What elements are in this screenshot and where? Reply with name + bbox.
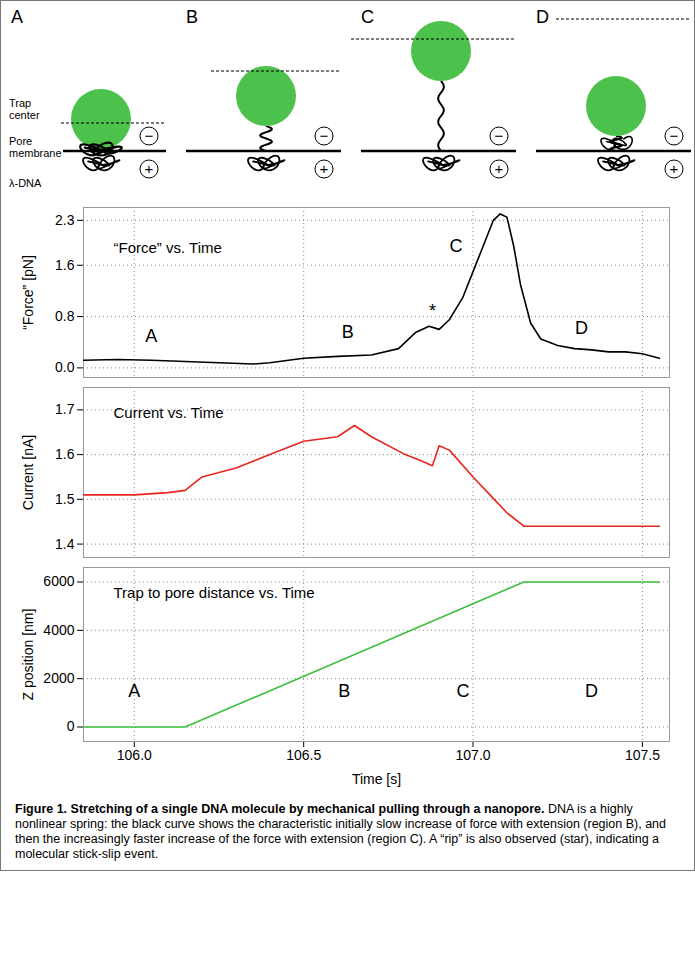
svg-text:Trap to pore distance vs. Time: Trap to pore distance vs. Time bbox=[114, 584, 315, 601]
svg-text:1.7: 1.7 bbox=[55, 401, 75, 417]
svg-text:Trapcenter: Trapcenter bbox=[9, 97, 40, 121]
svg-text:Time [s]: Time [s] bbox=[352, 771, 401, 787]
svg-text:107.0: 107.0 bbox=[456, 747, 491, 763]
svg-text:λ-DNA: λ-DNA bbox=[9, 177, 42, 189]
svg-text:C: C bbox=[361, 7, 374, 27]
svg-text:4000: 4000 bbox=[43, 622, 74, 638]
html-text:Figure 1. Stretching of a sing: Figure 1. Stretching of a single DNA mol… bbox=[15, 802, 666, 861]
svg-text:B: B bbox=[338, 681, 350, 701]
svg-text:0: 0 bbox=[67, 718, 75, 734]
svg-text:+: + bbox=[670, 160, 679, 177]
svg-text:Current vs. Time: Current vs. Time bbox=[114, 404, 224, 421]
svg-text:A: A bbox=[128, 681, 140, 701]
svg-text:1.6: 1.6 bbox=[55, 446, 75, 462]
svg-text:106.5: 106.5 bbox=[286, 747, 321, 763]
svg-text:1.5: 1.5 bbox=[55, 491, 75, 507]
svg-text:1.4: 1.4 bbox=[55, 536, 75, 552]
svg-text:−: − bbox=[670, 127, 679, 144]
svg-text:A: A bbox=[11, 7, 23, 27]
svg-text:1.6: 1.6 bbox=[55, 257, 75, 273]
svg-text:“Force” [pN]: “Force” [pN] bbox=[20, 255, 36, 330]
svg-text:C: C bbox=[456, 681, 469, 701]
svg-text:2000: 2000 bbox=[43, 670, 74, 686]
svg-text:*: * bbox=[429, 301, 436, 321]
svg-text:−: − bbox=[145, 127, 154, 144]
svg-text:B: B bbox=[342, 322, 354, 342]
svg-text:0.0: 0.0 bbox=[55, 359, 75, 375]
svg-text:A: A bbox=[145, 326, 157, 346]
svg-text:Poremembrane: Poremembrane bbox=[9, 135, 62, 159]
svg-text:106.0: 106.0 bbox=[117, 747, 152, 763]
svg-text:D: D bbox=[585, 681, 598, 701]
svg-text:−: − bbox=[320, 127, 329, 144]
svg-text:+: + bbox=[145, 160, 154, 177]
svg-text:D: D bbox=[575, 318, 588, 338]
svg-text:“Force” vs. Time: “Force” vs. Time bbox=[114, 239, 222, 256]
svg-text:Z position [nm]: Z position [nm] bbox=[20, 609, 36, 701]
svg-text:107.5: 107.5 bbox=[625, 747, 660, 763]
svg-text:6000: 6000 bbox=[43, 573, 74, 589]
svg-text:Current [nA]: Current [nA] bbox=[20, 435, 36, 510]
svg-text:2.3: 2.3 bbox=[55, 212, 75, 228]
svg-text:B: B bbox=[186, 7, 198, 27]
svg-text:−: − bbox=[495, 127, 504, 144]
svg-text:D: D bbox=[536, 7, 549, 27]
svg-text:C: C bbox=[450, 236, 463, 256]
svg-text:+: + bbox=[320, 160, 329, 177]
svg-text:0.8: 0.8 bbox=[55, 308, 75, 324]
svg-text:+: + bbox=[495, 160, 504, 177]
